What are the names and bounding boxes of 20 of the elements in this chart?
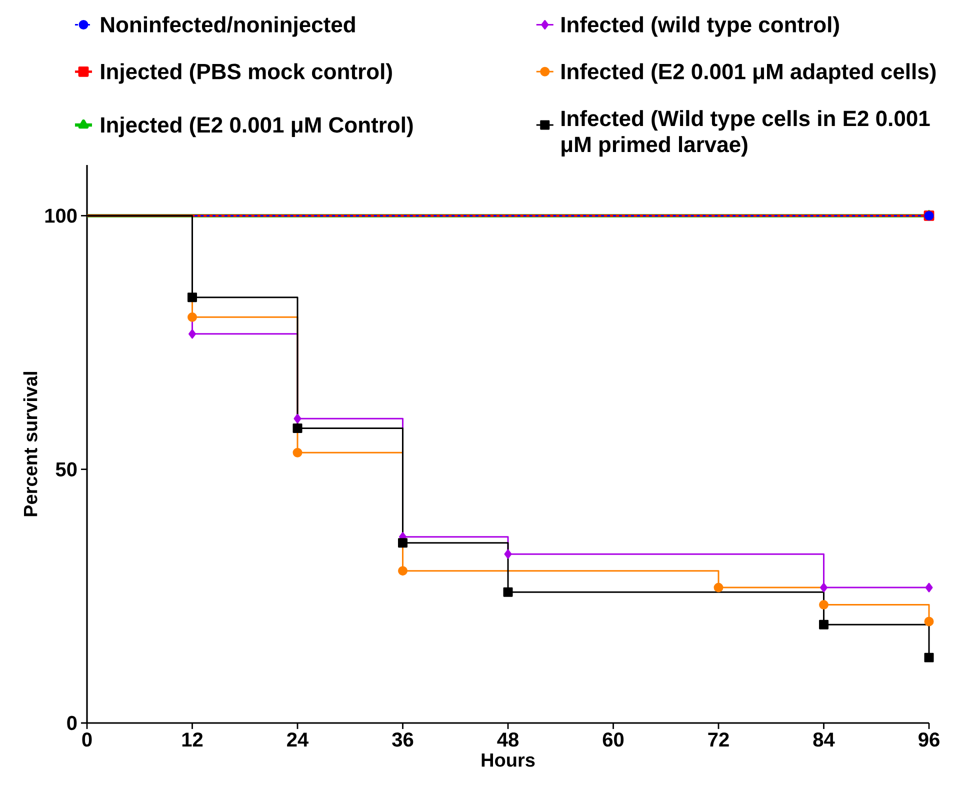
x-tick-label: 24 [287,732,309,746]
legend-label: Injected (E2 0.001 μM Control) [101,116,413,138]
legend-label: Injected (PBS mock control) [101,63,392,84]
legend-label: Infected (Wild type cells in E2 0.001 μM primed larvae) [562,110,930,157]
y-tick-label: 50 [56,462,77,476]
x-tick-label: 84 [813,732,835,747]
x-tick-label: 0 [82,732,92,747]
legend-label: Noninfected/noninjected [101,16,355,37]
y-tick-label: 100 [45,208,77,223]
x-tick-label: 36 [392,732,414,747]
x-tick-label: 96 [918,732,940,747]
x-tick-label: 12 [182,732,203,746]
y-tick-label: 0 [67,716,77,730]
y-axis-title: Percent survival [23,372,38,516]
x-tick-label: 60 [602,732,624,747]
x-tick-label: 48 [497,732,519,747]
legend-label: Infected (E2 0.001 μM adapted cells) [562,63,936,84]
x-axis-title: Hours [482,754,535,767]
x-tick-label: 72 [708,732,729,746]
legend-label: Infected (wild type control) [562,16,839,37]
